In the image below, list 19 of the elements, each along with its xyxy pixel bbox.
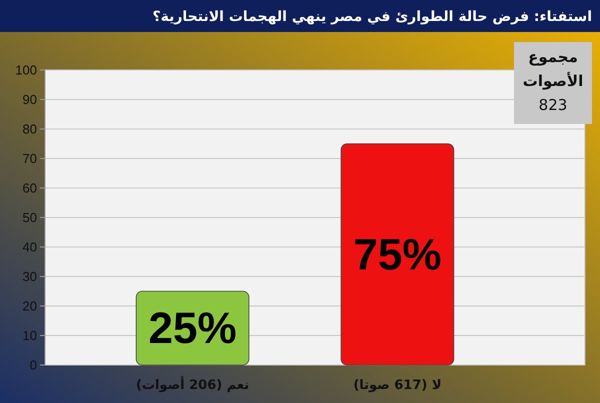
y-tick-label: 80 (22, 122, 37, 137)
y-tick-label: 40 (22, 240, 37, 255)
data-label: 75% (353, 230, 442, 280)
y-tick-label: 10 (22, 328, 37, 344)
annotation: 823 (538, 96, 568, 114)
y-tick-label: 100 (15, 62, 37, 78)
x-tick-label: نعم (206 أصوات) (136, 376, 250, 393)
y-tick-label: 70 (22, 151, 37, 166)
chart-title: استفتاء: فرض حالة الطوارئ في مصر ينهي الهجمات الانتحارية؟ (152, 9, 592, 25)
y-tick-label: 0 (30, 358, 37, 373)
y-tick-label: 30 (22, 269, 37, 284)
text: مجموع (528, 48, 578, 66)
y-tick-label: 50 (22, 210, 37, 226)
y-tick-label: 20 (22, 298, 37, 314)
y-tick-label: 60 (22, 180, 37, 196)
x-tick-label: لا (617 صوتا) (353, 378, 442, 393)
data-label: 25% (148, 304, 237, 354)
annotation: الأصوات (522, 71, 584, 90)
y-tick-label: 90 (22, 92, 37, 108)
